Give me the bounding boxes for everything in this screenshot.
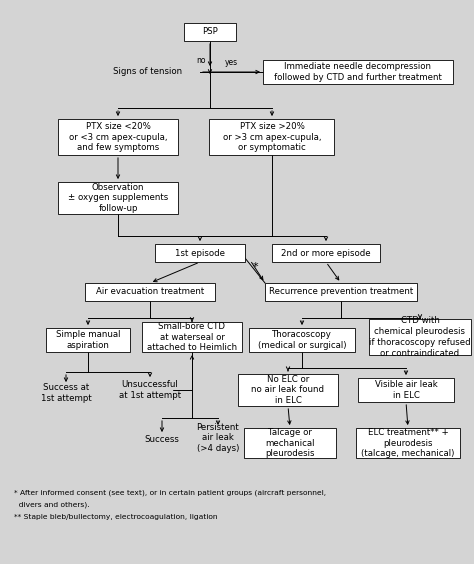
Text: PTX size >20%
or >3 cm apex-cupula,
or symptomatic: PTX size >20% or >3 cm apex-cupula, or s… — [223, 122, 321, 152]
FancyBboxPatch shape — [85, 283, 215, 301]
Text: Talcage or
mechanical
pleurodesis: Talcage or mechanical pleurodesis — [265, 428, 315, 458]
Text: Signs of tension: Signs of tension — [113, 68, 182, 77]
Text: Immediate needle decompression
followed by CTD and further treatment: Immediate needle decompression followed … — [274, 62, 442, 82]
FancyBboxPatch shape — [58, 119, 178, 155]
FancyBboxPatch shape — [244, 428, 336, 458]
FancyBboxPatch shape — [238, 374, 338, 406]
FancyBboxPatch shape — [272, 244, 380, 262]
FancyBboxPatch shape — [210, 119, 335, 155]
FancyBboxPatch shape — [58, 182, 178, 214]
FancyBboxPatch shape — [358, 378, 454, 402]
Text: 1st episode: 1st episode — [175, 249, 225, 258]
FancyBboxPatch shape — [265, 283, 417, 301]
Text: Visible air leak
in ELC: Visible air leak in ELC — [374, 380, 438, 400]
Text: No ELC or
no air leak found
in ELC: No ELC or no air leak found in ELC — [252, 374, 325, 406]
Text: Small-bore CTD
at waterseal or
attached to Heimlich: Small-bore CTD at waterseal or attached … — [147, 321, 237, 352]
Text: PSP: PSP — [202, 28, 218, 37]
FancyBboxPatch shape — [184, 23, 236, 41]
Text: no: no — [197, 56, 206, 65]
FancyBboxPatch shape — [46, 328, 130, 352]
Text: 2nd or more episode: 2nd or more episode — [281, 249, 371, 258]
Text: yes: yes — [225, 58, 238, 67]
Text: Success at
1st attempt: Success at 1st attempt — [41, 383, 91, 403]
Text: ELC treatment** +
pleurodesis
(talcage, mechanical): ELC treatment** + pleurodesis (talcage, … — [361, 428, 455, 458]
FancyBboxPatch shape — [356, 428, 460, 458]
Text: Simple manual
aspiration: Simple manual aspiration — [56, 330, 120, 350]
Text: Observation
± oxygen supplements
follow-up: Observation ± oxygen supplements follow-… — [68, 183, 168, 213]
Text: Success: Success — [145, 435, 180, 444]
FancyBboxPatch shape — [369, 319, 471, 355]
Text: Unsuccessful
at 1st attempt: Unsuccessful at 1st attempt — [119, 380, 181, 400]
Text: PTX size <20%
or <3 cm apex-cupula,
and few symptoms: PTX size <20% or <3 cm apex-cupula, and … — [69, 122, 167, 152]
Text: Thoracoscopy
(medical or surgical): Thoracoscopy (medical or surgical) — [258, 330, 346, 350]
FancyBboxPatch shape — [142, 322, 242, 352]
Text: Air evacuation treatment: Air evacuation treatment — [96, 288, 204, 297]
FancyBboxPatch shape — [249, 328, 355, 352]
Text: divers and others).: divers and others). — [14, 502, 90, 509]
FancyBboxPatch shape — [263, 60, 453, 84]
Text: Persistent
air leak
(>4 days): Persistent air leak (>4 days) — [197, 423, 239, 453]
Text: Recurrence prevention treatment: Recurrence prevention treatment — [269, 288, 413, 297]
Text: *: * — [253, 262, 259, 272]
Text: * After informed consent (see text), or in certain patient groups (aircraft pers: * After informed consent (see text), or … — [14, 490, 326, 496]
Text: CTD with
chemical pleurodesis
if thoracoscopy refused
or contraindicated: CTD with chemical pleurodesis if thoraco… — [369, 316, 471, 358]
FancyBboxPatch shape — [155, 244, 245, 262]
Text: ** Staple bleb/bullectomy, electrocoagulation, ligation: ** Staple bleb/bullectomy, electrocoagul… — [14, 514, 218, 520]
